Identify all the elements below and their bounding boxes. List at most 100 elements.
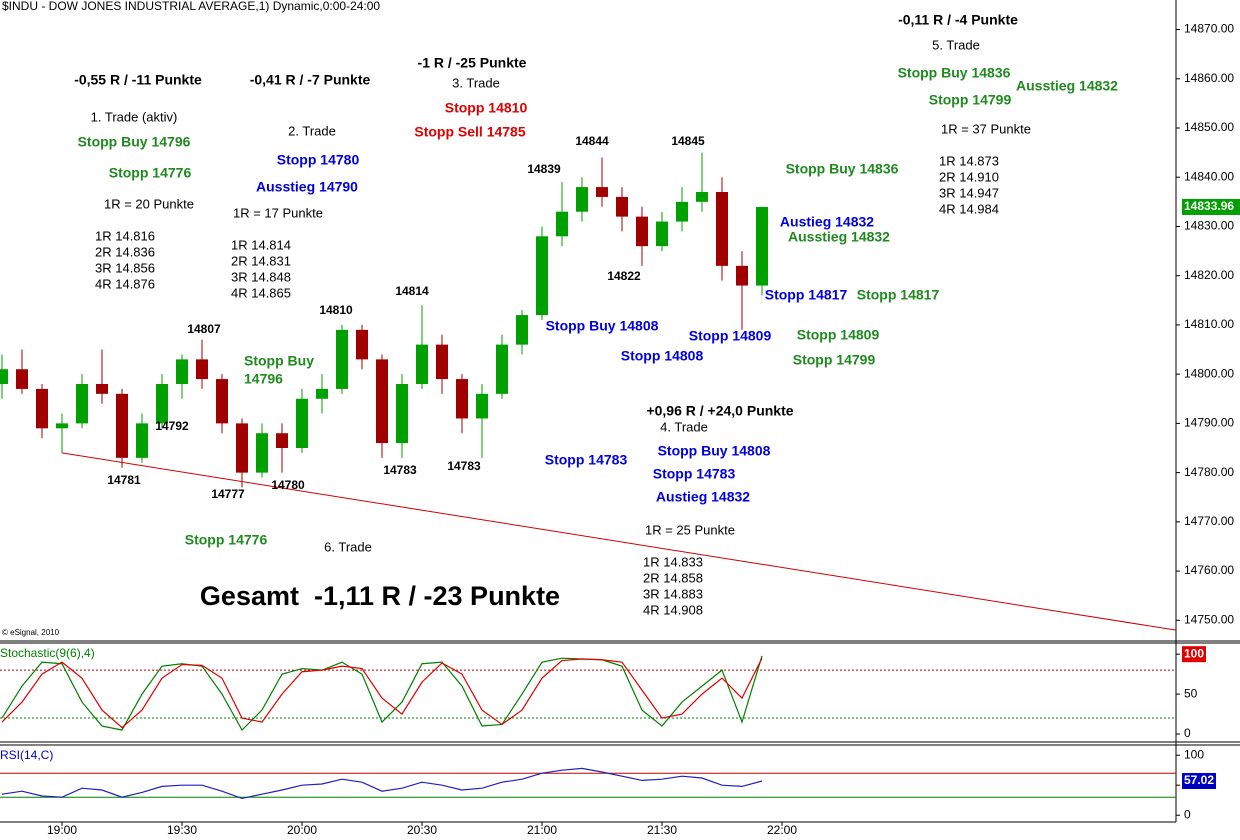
candle-body xyxy=(516,315,528,345)
candle-body xyxy=(276,433,288,448)
x-tick-label: 22:00 xyxy=(767,823,797,837)
annotation: Gesamt -1,11 R / -23 Punkte xyxy=(200,581,560,611)
annotation: Stopp 14776 xyxy=(109,165,192,181)
annotation: 4R 14.876 xyxy=(95,276,155,291)
annotation: Stopp Buy 14808 xyxy=(658,443,771,459)
annotation: 1R = 25 Punkte xyxy=(645,522,735,537)
candle-body xyxy=(676,201,688,222)
annotation: 3R 14.856 xyxy=(95,260,155,275)
annotation: Stopp Buy 14808 xyxy=(546,318,659,334)
annotation: 14807 xyxy=(187,322,221,336)
candle-body xyxy=(316,388,328,399)
annotation: 14822 xyxy=(607,269,641,283)
last-value-box xyxy=(1182,772,1216,789)
last-value-label: 57.02 xyxy=(1184,773,1214,787)
y-tick-label: 14780.00 xyxy=(1184,465,1234,479)
panel-title: Stochastic(9(6),4) xyxy=(0,646,95,660)
candle-body xyxy=(0,369,8,384)
y-tick-label: 100 xyxy=(1184,646,1204,660)
y-tick-label: 14770.00 xyxy=(1184,514,1234,528)
annotation: 1R 14.814 xyxy=(231,237,291,252)
y-tick-label: 14790.00 xyxy=(1184,416,1234,430)
x-tick-label: 20:30 xyxy=(407,823,437,837)
y-tick-label: 14840.00 xyxy=(1184,169,1234,183)
y-tick-label: 14760.00 xyxy=(1184,563,1234,577)
candle-body xyxy=(236,423,248,473)
candle-body xyxy=(696,192,708,202)
annotation: 1R = 20 Punkte xyxy=(104,196,194,211)
annotation: 2R 14.910 xyxy=(939,169,999,184)
x-tick-label: 19:00 xyxy=(47,823,77,837)
annotation: Austieg 14832 xyxy=(656,489,750,505)
candle-body xyxy=(416,344,428,384)
candle-body xyxy=(336,329,348,389)
candle-body xyxy=(436,344,448,380)
annotation: 14781 xyxy=(107,473,141,487)
annotation: 1R = 37 Punkte xyxy=(941,121,1031,136)
candle-body xyxy=(736,265,748,286)
indicator-line xyxy=(1,655,763,732)
annotation: -0,41 R / -7 Punkte xyxy=(250,72,371,88)
y-tick-label: 50 xyxy=(1184,686,1198,700)
annotation: 14845 xyxy=(671,134,705,148)
annotation: Stopp 14817 xyxy=(765,287,848,303)
annotation: Stopp Buy 14796 xyxy=(78,134,191,150)
candle-body xyxy=(76,384,88,424)
annotation: 1R = 17 Punkte xyxy=(233,205,323,220)
annotation: Stopp 14799 xyxy=(793,352,876,368)
x-tick-label: 21:30 xyxy=(647,823,677,837)
annotation: 14780 xyxy=(271,478,305,492)
y-tick-label: 14850.00 xyxy=(1184,120,1234,134)
annotation: 3R 14.883 xyxy=(643,586,703,601)
candle-body xyxy=(16,369,28,389)
annotation: 1R 14.833 xyxy=(643,554,703,569)
annotation: 14844 xyxy=(575,134,609,148)
annotation: 14777 xyxy=(211,487,245,501)
y-tick-label: 14870.00 xyxy=(1184,22,1234,36)
annotation: 14792 xyxy=(155,419,189,433)
annotation: 3R 14.848 xyxy=(231,269,291,284)
candle-body xyxy=(176,359,188,384)
candle-body xyxy=(716,192,728,266)
annotation: 3. Trade xyxy=(452,75,500,90)
candle-body xyxy=(576,187,588,212)
last-price-label: 14833.96 xyxy=(1184,199,1234,213)
annotation: 5. Trade xyxy=(932,37,980,52)
annotation: 14814 xyxy=(395,284,429,298)
annotation: 14783 xyxy=(383,463,417,477)
y-tick-label: 0 xyxy=(1184,807,1191,821)
annotation: 4. Trade xyxy=(660,419,708,434)
annotation: Stopp 14783 xyxy=(653,466,736,482)
candle-body xyxy=(756,206,768,286)
candle-body xyxy=(556,211,568,237)
copyright: © eSignal, 2010 xyxy=(2,628,60,637)
candle-body xyxy=(356,329,368,360)
last-price-box xyxy=(1182,198,1240,215)
annotation: 6. Trade xyxy=(324,539,372,554)
candle-body xyxy=(456,379,468,419)
annotation: 2R 14.831 xyxy=(231,253,291,268)
candle-body xyxy=(156,384,168,424)
annotation: -0,55 R / -11 Punkte xyxy=(74,72,202,88)
annotation: +0,96 R / +24,0 Punkte xyxy=(646,403,793,419)
candle-body xyxy=(256,433,268,473)
candle-body xyxy=(296,398,308,448)
annotation: Ausstieg 14832 xyxy=(788,229,890,245)
annotation: 4R 14.865 xyxy=(231,285,291,300)
annotation: Stopp 14783 xyxy=(545,452,628,468)
indicator-line xyxy=(1,767,763,800)
annotation: Stopp Buy xyxy=(244,353,314,369)
annotation: 2R 14.858 xyxy=(643,570,703,585)
x-tick-label: 19:30 xyxy=(167,823,197,837)
candle-body xyxy=(396,384,408,444)
candle-body xyxy=(536,236,548,316)
y-tick-label: 14860.00 xyxy=(1184,71,1234,85)
y-tick-label: 14800.00 xyxy=(1184,366,1234,380)
last-value-box xyxy=(1182,646,1206,663)
y-tick-label: 100 xyxy=(1184,747,1204,761)
x-tick-label: 20:00 xyxy=(287,823,317,837)
annotation: 4R 14.984 xyxy=(939,201,999,216)
annotation: Ausstieg 14832 xyxy=(1016,78,1118,94)
annotation: Stopp Buy 14836 xyxy=(898,65,1011,81)
annotation: Stopp 14809 xyxy=(797,327,880,343)
